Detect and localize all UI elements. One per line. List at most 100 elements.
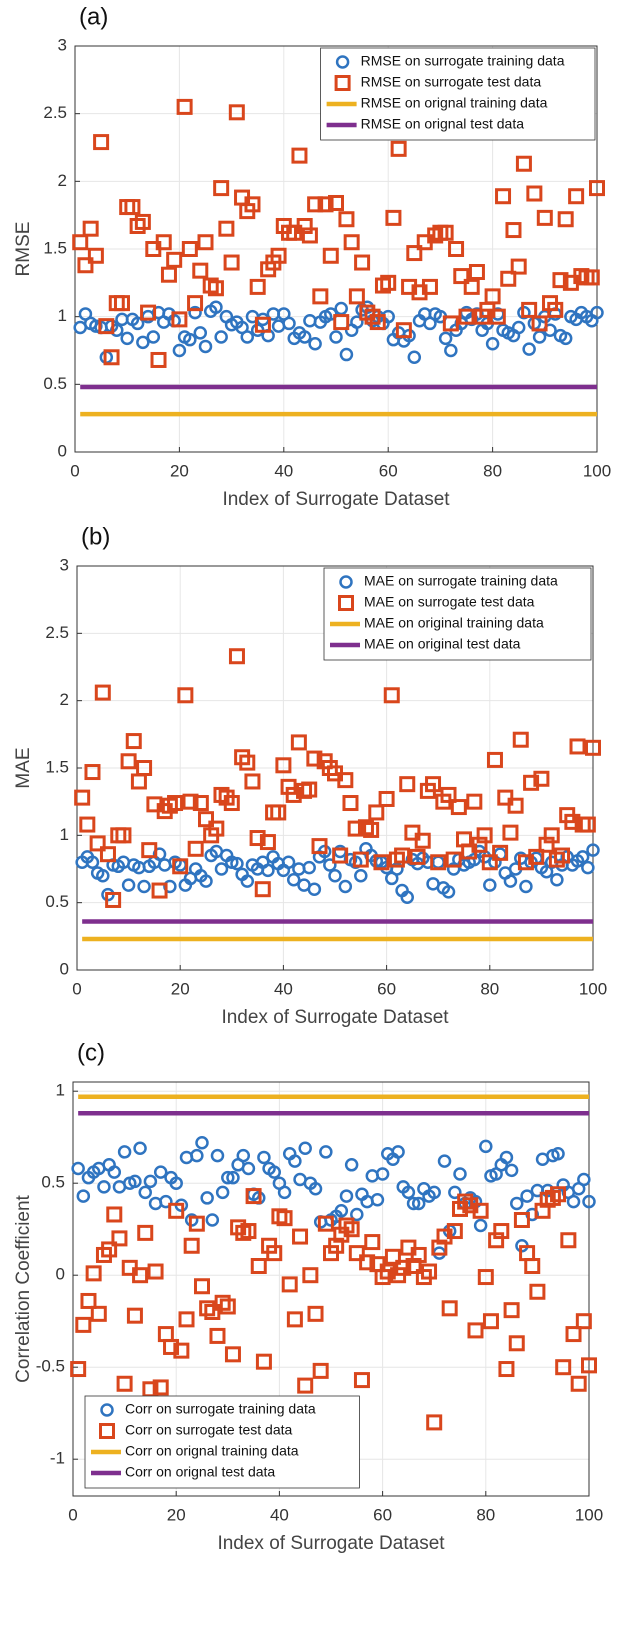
marker-square: [181, 241, 198, 257]
marker-square: [311, 838, 328, 855]
marker-square: [171, 311, 188, 328]
legend-marker: [334, 75, 351, 91]
legend-label: Corr on orignal test data: [125, 1464, 275, 1480]
marker-square: [281, 1276, 298, 1293]
marker-square: [531, 315, 548, 332]
marker-square: [482, 1313, 499, 1330]
marker-circle: [209, 300, 223, 314]
marker-circle: [551, 1147, 565, 1161]
marker-square: [564, 813, 581, 830]
marker-square: [445, 851, 462, 868]
marker-circle: [267, 1165, 281, 1179]
y-tick-label: 2: [58, 171, 67, 190]
marker-circle: [370, 1193, 385, 1207]
marker-square: [373, 854, 390, 871]
marker-circle: [519, 879, 533, 894]
marker-square: [328, 194, 344, 211]
marker-square: [500, 270, 517, 287]
marker-square: [333, 314, 350, 331]
marker-square: [385, 209, 402, 226]
marker-square: [498, 1361, 515, 1378]
marker-square: [448, 241, 465, 257]
marker-circle: [138, 1185, 152, 1200]
marker-square: [458, 308, 475, 325]
marker-square: [93, 134, 110, 151]
marker-square: [115, 827, 132, 844]
marker-square: [307, 196, 324, 213]
marker-square: [137, 1224, 154, 1241]
marker-square: [198, 811, 214, 828]
marker-square: [523, 774, 540, 791]
marker-square: [467, 1322, 484, 1339]
x-tick-label: 100: [583, 461, 611, 480]
marker-circle: [96, 868, 110, 883]
marker-square: [508, 1335, 525, 1352]
marker-circle: [391, 1145, 405, 1159]
panel-label: (b): [81, 523, 110, 550]
marker-square: [430, 854, 447, 871]
marker-square: [94, 684, 111, 701]
marker-circle: [532, 330, 547, 344]
marker-circle: [169, 1176, 183, 1190]
x-tick-label: 0: [68, 1505, 77, 1524]
x-axis-label: Index of Surrogate Dataset: [221, 1007, 449, 1028]
marker-circle: [438, 331, 453, 346]
marker-circle: [153, 1165, 168, 1179]
marker-circle: [350, 1207, 364, 1222]
marker-square: [126, 1307, 143, 1324]
marker-square: [187, 840, 204, 857]
marker-square: [182, 793, 199, 810]
y-tick-label: 1: [58, 306, 67, 325]
marker-square: [285, 786, 302, 803]
marker-square: [197, 234, 214, 251]
marker-circle: [286, 873, 301, 887]
marker-square: [384, 1248, 401, 1265]
marker-circle: [339, 347, 354, 362]
marker-square: [270, 804, 287, 821]
marker-square: [380, 274, 397, 291]
marker-circle: [483, 878, 497, 892]
marker-square: [99, 846, 116, 863]
marker-circle: [334, 301, 348, 316]
marker-circle: [448, 1185, 462, 1200]
marker-square: [528, 848, 545, 865]
y-tick-label: 0.5: [45, 892, 69, 911]
marker-square: [414, 832, 431, 849]
marker-square: [204, 1304, 221, 1320]
marker-square: [477, 1269, 494, 1286]
marker-square: [85, 1265, 102, 1282]
marker-square: [124, 199, 141, 216]
marker-circle: [522, 342, 536, 356]
marker-circle: [85, 855, 100, 870]
marker-square: [513, 1212, 530, 1228]
legend-label: MAE on surrogate training data: [364, 573, 558, 589]
marker-square: [312, 288, 329, 305]
marker-square: [103, 349, 120, 366]
marker-circle: [473, 1218, 488, 1233]
marker-square: [140, 304, 157, 321]
marker-circle: [107, 1165, 122, 1179]
y-tick-label: 2.5: [43, 103, 67, 122]
marker-square: [166, 251, 183, 268]
legend-box: [323, 567, 592, 661]
marker-circle: [400, 890, 414, 905]
marker-circle: [163, 879, 177, 894]
x-tick-label: 60: [377, 979, 396, 998]
marker-circle: [226, 1170, 240, 1185]
marker-square: [188, 1215, 205, 1232]
marker-circle: [221, 1170, 235, 1185]
marker-circle: [334, 1204, 349, 1218]
marker-square: [503, 1302, 520, 1319]
marker-circle: [190, 1148, 204, 1163]
marker-square: [249, 830, 266, 847]
marker-circle: [128, 1174, 142, 1189]
marker-square: [106, 1206, 123, 1223]
marker-square: [317, 196, 334, 213]
x-tick-label: 20: [167, 1505, 186, 1524]
marker-square: [163, 1338, 180, 1355]
marker-circle: [411, 1196, 426, 1211]
marker-square: [507, 797, 524, 814]
marker-square: [116, 1375, 133, 1392]
legend-marker: [100, 1403, 114, 1417]
marker-square: [301, 781, 318, 798]
